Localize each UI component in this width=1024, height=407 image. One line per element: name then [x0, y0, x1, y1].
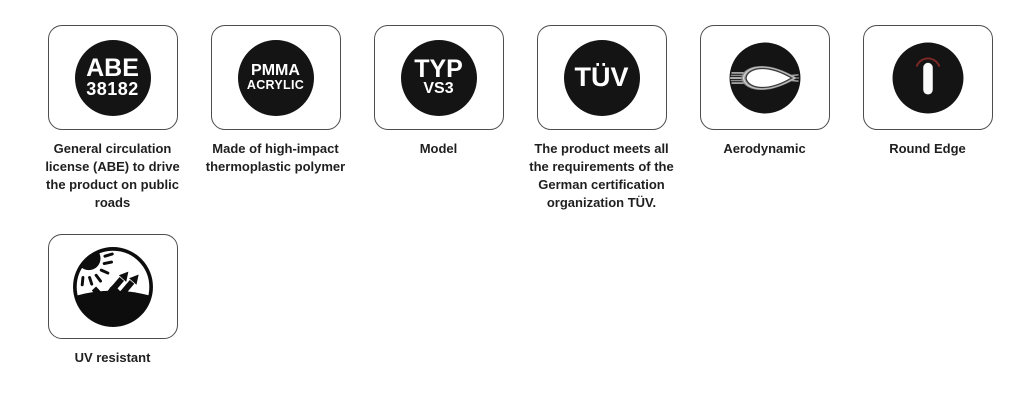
badge-tile: TÜV	[536, 25, 667, 130]
badge-tile: PMMA ACRYLIC	[210, 25, 341, 130]
badge-tile: ABE 38182	[47, 25, 178, 130]
badge-pmma-acrylic: PMMA ACRYLIC Made of high-impact thermop…	[194, 25, 357, 212]
badge-caption: Round Edge	[889, 141, 966, 156]
badge-tile	[699, 25, 830, 130]
badge-caption: Aerodynamic	[723, 141, 806, 156]
badge-abe-license: ABE 38182 General circulation license (A…	[31, 25, 194, 212]
badge-icon-text: ACRYLIC	[246, 77, 305, 92]
pmma-acrylic-badge-icon: PMMA ACRYLIC	[237, 39, 314, 116]
badge-icon-text: TÜV	[574, 62, 629, 92]
tuv-badge-icon: TÜV	[563, 39, 640, 116]
badge-icon-text: ABE	[86, 53, 139, 82]
product-feature-badge-grid: ABE 38182 General circulation license (A…	[31, 25, 1009, 367]
aerodynamic-icon	[729, 42, 800, 113]
badge-caption: The product meets all the requirements o…	[529, 141, 674, 210]
badge-caption: Model	[419, 141, 458, 156]
badge-icon-text: PMMA	[251, 61, 300, 79]
badge-caption: General circulation license (ABE) to dri…	[45, 141, 180, 210]
badge-icon-text: TYP	[414, 54, 463, 83]
badge-tile	[862, 25, 993, 130]
typ-vs3-badge-icon: TYP VS3	[400, 39, 477, 116]
badge-round-edge: Round Edge	[846, 25, 1009, 212]
badge-icon-text: 38182	[86, 79, 139, 100]
badge-tile: TYP VS3	[373, 25, 504, 130]
badge-caption: UV resistant	[74, 350, 151, 365]
round-edge-icon	[892, 42, 963, 113]
badge-tuv-certified: TÜV The product meets all the requiremen…	[520, 25, 683, 212]
badge-icon-text: VS3	[423, 80, 454, 98]
abe-38182-badge-icon: ABE 38182	[74, 39, 151, 116]
badge-aerodynamic: Aerodynamic	[683, 25, 846, 212]
uv-resistant-icon	[72, 246, 153, 327]
badge-tile	[47, 234, 178, 339]
badge-caption: Made of high-impact thermoplastic polyme…	[205, 141, 346, 174]
badge-model-typ-vs3: TYP VS3 Model	[357, 25, 520, 212]
badge-uv-resistant: UV resistant	[31, 234, 194, 367]
